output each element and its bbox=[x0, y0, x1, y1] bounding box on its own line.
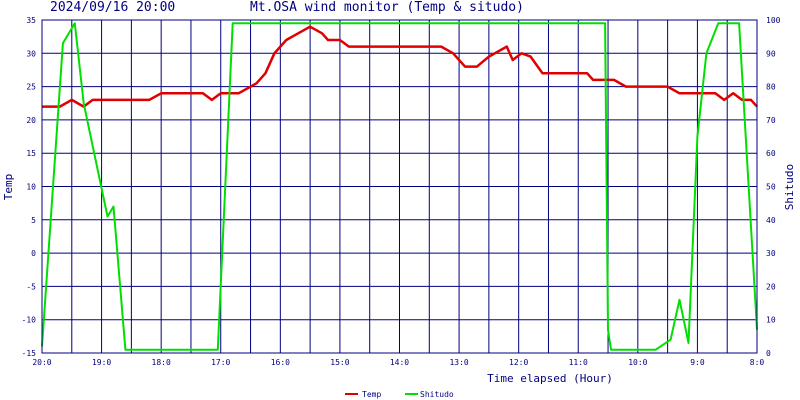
left-axis-label: Temp bbox=[2, 174, 15, 201]
x-axis-label: Time elapsed (Hour) bbox=[487, 372, 613, 385]
right-tick-label: 100 bbox=[766, 16, 781, 25]
left-tick-label: 25 bbox=[26, 83, 36, 92]
x-tick-label: 8:0 bbox=[750, 358, 765, 367]
left-tick-label: 35 bbox=[26, 16, 36, 25]
grid-lines bbox=[41, 19, 758, 354]
series-line-temp bbox=[42, 25, 758, 108]
chart-timestamp: 2024/09/16 20:00 bbox=[50, 0, 176, 15]
left-tick-label: -10 bbox=[22, 316, 37, 325]
right-tick-label: 0 bbox=[766, 349, 771, 358]
x-tick-label: 9:0 bbox=[690, 358, 705, 367]
left-tick-label: 10 bbox=[26, 183, 36, 192]
x-tick-label: 19:0 bbox=[92, 358, 111, 367]
series-line-shitudo bbox=[41, 22, 758, 351]
left-tick-label: 20 bbox=[26, 116, 36, 125]
right-tick-label: 70 bbox=[766, 116, 776, 125]
legend: Temp Shitudo bbox=[345, 390, 454, 399]
legend-label-temp: Temp bbox=[362, 390, 381, 399]
right-tick-label: 40 bbox=[766, 216, 776, 225]
series-lines bbox=[41, 22, 758, 351]
right-tick-label: 30 bbox=[766, 249, 776, 258]
left-axis-ticks: 35 30 25 20 15 10 5 0 -5 -10 -15 bbox=[22, 16, 37, 358]
legend-label-shitudo: Shitudo bbox=[420, 390, 454, 399]
right-tick-label: 10 bbox=[766, 316, 776, 325]
right-axis-label: Shitudo bbox=[783, 164, 796, 210]
x-tick-label: 16:0 bbox=[271, 358, 290, 367]
right-tick-label: 50 bbox=[766, 183, 776, 192]
x-tick-label: 11:0 bbox=[569, 358, 588, 367]
chart-title: Mt.OSA wind monitor (Temp & situdo) bbox=[250, 0, 524, 15]
right-tick-label: 20 bbox=[766, 282, 776, 291]
left-tick-label: -5 bbox=[26, 282, 36, 291]
right-tick-label: 90 bbox=[766, 49, 776, 58]
left-tick-label: 5 bbox=[31, 216, 36, 225]
right-tick-label: 80 bbox=[766, 83, 776, 92]
x-tick-label: 12:0 bbox=[509, 358, 528, 367]
x-tick-label: 17:0 bbox=[211, 358, 230, 367]
left-tick-label: 30 bbox=[26, 49, 36, 58]
x-tick-label: 10:0 bbox=[628, 358, 647, 367]
x-tick-label: 18:0 bbox=[152, 358, 171, 367]
x-axis-ticks: 20:0 19:0 18:0 17:0 16:0 15:0 14:0 13:0 12:0 11:0… bbox=[32, 358, 764, 367]
x-tick-label: 14:0 bbox=[390, 358, 409, 367]
left-tick-label: 15 bbox=[26, 149, 36, 158]
x-tick-label: 15:0 bbox=[330, 358, 349, 367]
right-tick-label: 60 bbox=[766, 149, 776, 158]
left-tick-label: 0 bbox=[31, 249, 36, 258]
left-tick-label: -15 bbox=[22, 349, 37, 358]
x-tick-label: 20:0 bbox=[32, 358, 51, 367]
x-tick-label: 13:0 bbox=[449, 358, 468, 367]
plot-frame bbox=[41, 19, 758, 354]
